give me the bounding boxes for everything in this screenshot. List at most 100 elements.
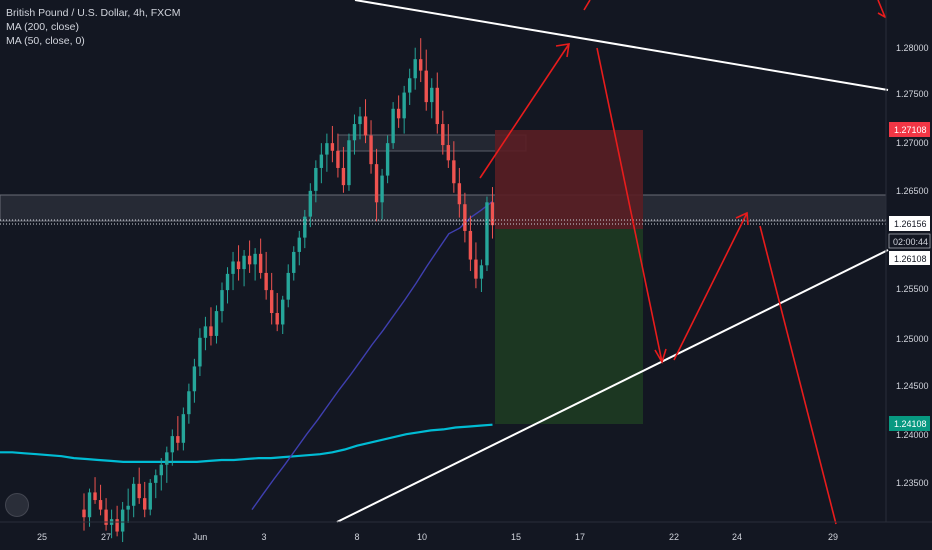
candle-up	[479, 265, 484, 279]
candle-up	[253, 253, 257, 265]
candle-up	[413, 59, 417, 79]
ma50-legend[interactable]: MA (50, close, 0)	[6, 35, 85, 47]
candle-up	[358, 116, 362, 125]
candle-up	[220, 290, 224, 312]
candle-down	[336, 150, 340, 168]
candle-down	[474, 259, 478, 279]
candle-down	[490, 202, 495, 226]
candle-down	[435, 87, 439, 125]
candle-down	[374, 164, 379, 203]
date-tick: 25	[37, 532, 47, 542]
candle-up	[198, 337, 202, 367]
price-tick: 1.26500	[896, 186, 929, 196]
candle-down	[457, 183, 462, 205]
arrow-down-1	[596, 47, 663, 363]
candle-up	[430, 87, 434, 103]
date-tick: 24	[732, 532, 742, 542]
price-tick: 1.25500	[896, 284, 929, 294]
target-price-tag	[889, 416, 930, 431]
candle-up	[214, 311, 219, 336]
candle-down	[275, 313, 279, 325]
candle-up	[485, 202, 489, 266]
price-tick: 1.25000	[896, 334, 929, 344]
drawings	[0, 0, 889, 525]
candle-up	[120, 509, 125, 532]
price-tick: 1.28000	[896, 43, 929, 53]
candle-up	[225, 273, 230, 291]
candlestick-series	[82, 38, 495, 543]
candle-up	[325, 143, 329, 155]
candle-down	[143, 498, 147, 510]
support-resistance-zone	[0, 194, 887, 222]
candle-up	[203, 326, 208, 338]
bid-price-tag	[889, 251, 930, 265]
candle-up	[352, 124, 357, 141]
candle-down	[236, 261, 241, 270]
arrow-up-2	[673, 212, 748, 361]
arrow-down-2	[759, 225, 837, 525]
candle-up	[407, 78, 412, 93]
candle-up	[187, 391, 191, 415]
candle-up	[314, 167, 318, 191]
candle-down	[441, 124, 445, 146]
symbol-title[interactable]: British Pound / U.S. Dollar, 4h, FXCM	[6, 7, 181, 19]
candle-up	[231, 261, 235, 274]
date-tick: 3	[261, 532, 266, 542]
price-axis[interactable]: 1.28000 1.27500 1.27000 1.26500 1.25500 …	[885, 0, 931, 522]
candle-up	[131, 483, 136, 506]
candle-up	[303, 216, 307, 238]
candle-down	[93, 492, 97, 501]
bid-price-label: 1.26108	[894, 254, 927, 264]
candle-down	[341, 167, 346, 186]
candle-down	[330, 143, 335, 151]
ma200-legend[interactable]: MA (200, close)	[6, 21, 79, 33]
candle-down	[269, 290, 274, 314]
candle-down	[446, 145, 451, 161]
lower-trendline	[336, 249, 889, 523]
candle-up	[391, 108, 395, 144]
date-tick: 29	[828, 532, 838, 542]
candle-down	[137, 483, 141, 499]
candle-up	[308, 190, 313, 217]
time-axis[interactable]: 25 27 Jun 3 8 10 15 17 22 24 29	[0, 521, 932, 542]
date-tick: 15	[511, 532, 521, 542]
candle-down	[247, 255, 252, 265]
target-price-label: 1.24108	[894, 419, 927, 429]
upper-trendline	[354, 0, 889, 91]
date-tick: 27	[101, 532, 111, 542]
arrow-up-1	[479, 43, 570, 179]
candle-up	[170, 436, 175, 453]
candle-up	[402, 92, 406, 119]
candle-down	[264, 272, 268, 291]
candle-up	[192, 366, 197, 392]
candle-up	[297, 237, 301, 252]
candle-down	[396, 108, 401, 119]
candle-up	[281, 299, 285, 325]
candle-up	[154, 475, 158, 483]
price-tick: 1.23500	[896, 478, 929, 488]
candle-down	[419, 59, 423, 71]
candle-down	[209, 326, 213, 336]
candle-up	[126, 505, 130, 510]
candle-down	[104, 509, 108, 525]
position-zones	[0, 130, 887, 424]
arrow-top-right-partial	[877, 0, 887, 19]
candle-down	[424, 70, 428, 103]
ma50-line	[251, 200, 493, 511]
candle-down	[82, 509, 86, 518]
date-tick: 10	[417, 532, 427, 542]
take-profit-zone	[495, 229, 643, 424]
date-tick: 8	[354, 532, 359, 542]
candle-down	[176, 436, 180, 443]
last-price-tag	[889, 216, 930, 231]
countdown-tag	[888, 233, 931, 249]
price-tick: 1.24500	[896, 381, 929, 391]
candle-up	[242, 255, 246, 270]
tradingview-logo-icon[interactable]	[5, 493, 29, 517]
arrow-head-2	[654, 348, 667, 364]
price-tick: 1.27000	[896, 138, 929, 148]
last-price-label: 1.26156	[894, 219, 927, 229]
stop-price-label: 1.27108	[894, 125, 927, 135]
candle-up	[165, 452, 169, 465]
